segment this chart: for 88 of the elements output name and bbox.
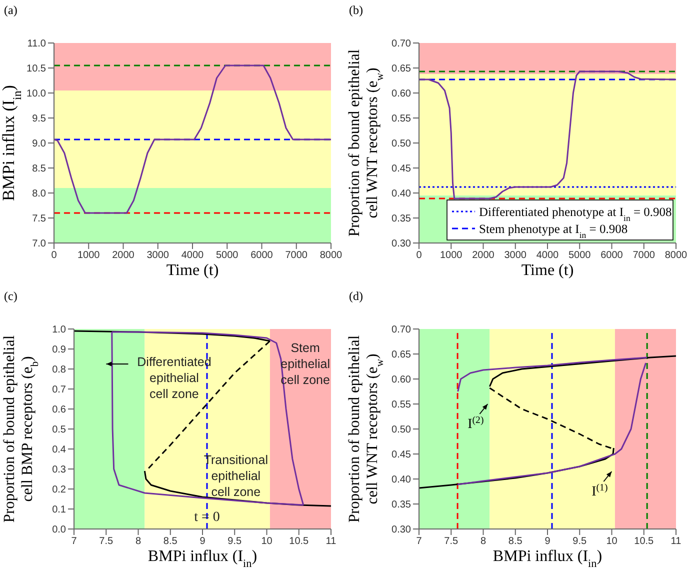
x-tick-label: 8 [135,536,142,547]
y-tick-label: 0.45 [392,164,412,175]
y-tick-label: 8.0 [32,188,46,200]
y-tick-label: 0.45 [392,449,412,460]
x-tick-label: 7 [416,536,422,547]
annotation: Transitional epithelial cell zone [204,452,268,498]
x-tick-label: 7000 [285,250,308,262]
x-tick-label: 0 [416,250,422,262]
x-tick-label: 2000 [112,250,135,262]
annotation: I$^{(2)}$ [468,414,484,432]
chart-title: (a) [4,3,18,17]
x-tick-label: 11 [326,536,337,547]
y-tick-label: 8.5 [32,164,46,175]
chart-title: (c) [4,288,18,302]
y-tick-label: 0.40 [392,188,412,200]
y-tick-label: 10.0 [26,88,46,100]
y-tick-label: 0.50 [392,424,412,436]
x-tick-label: 3000 [146,250,170,262]
x-tick-label: 5000 [216,250,239,262]
x-tick-label: 8000 [320,250,343,262]
y-tick-label: 0.50 [392,138,412,150]
x-tick-label: 7.5 [99,536,114,547]
y-tick-label: 0.7 [52,384,66,396]
y-tick-label: 7.5 [32,214,46,225]
y-tick-label: 0.55 [392,399,412,410]
x-tick-label: 6000 [600,250,624,262]
x-axis-title: Time (t) [166,262,219,279]
x-tick-label: 3000 [504,250,527,262]
y-tick-label: 0.6 [52,404,66,416]
x-tick-label: 4000 [181,250,204,262]
x-tick-label: 5000 [568,250,592,262]
x-axis-title: Time (t) [521,262,574,279]
y-tick-label: 0.3 [52,464,66,476]
x-tick-label: 10 [261,536,273,547]
x-tick-label: 9 [544,536,551,547]
y-tick-label: 0.30 [392,524,412,536]
y-tick-label: 0.2 [52,484,66,496]
y-tick-label: 0.0 [52,524,66,536]
y-tick-label: 9.0 [32,138,46,150]
x-tick-label: 10 [606,536,618,547]
y-tick-label: 0.55 [392,114,412,125]
y-tick-label: 0.65 [392,349,412,360]
x-tick-label: 6000 [250,250,274,262]
x-tick-label: 0 [51,250,58,262]
annotation: Differentiated epithelial cell zone [137,354,212,400]
y-tick-label: 0.35 [392,499,412,510]
x-tick-label: 10.5 [634,536,654,547]
y-tick-label: 0.1 [52,504,66,516]
legend-label: Stem phenotype at I$_{in}$ = 0.908 [479,222,628,240]
y-tick-label: 0.65 [392,64,412,75]
y-tick-label: 0.40 [392,474,412,486]
legend-label: Differentiated phenotype at I$_{in}$ = 0.908 [479,205,672,223]
y-tick-label: 0.70 [392,324,412,336]
y-tick-label: 0.30 [392,238,412,250]
x-tick-label: 9.5 [572,536,588,547]
x-tick-label: 9 [200,536,206,547]
y-tick-label: 0.8 [52,364,66,376]
x-tick-label: 8.5 [508,536,523,547]
x-tick-label: 7.5 [444,536,459,547]
y-tick-label: 0.4 [52,444,66,456]
x-tick-label: 1000 [78,250,100,262]
y-tick-label: 9.5 [32,114,46,125]
chart-title: (b) [349,3,363,17]
x-tick-label: 10.5 [289,536,310,547]
x-tick-label: 7 [71,536,78,547]
x-tick-label: 1000 [440,250,463,262]
x-axis-title: BMPi influx (I$_{in}$) [148,548,258,570]
annotation: I$^{(1)}$ [592,482,608,499]
y-tick-label: 0.35 [392,214,412,225]
x-tick-label: 2000 [472,250,495,262]
x-tick-label: 8000 [664,250,688,262]
chart-title: (d) [349,288,363,302]
y-tick-label: 0.70 [392,38,412,50]
y-tick-label: 7.0 [32,238,46,250]
y-tick-label: 0.60 [392,88,412,100]
x-tick-label: 11 [670,536,682,547]
x-tick-label: 8 [480,536,486,547]
y-tick-label: 0.5 [52,424,66,436]
y-tick-label: 0.9 [52,344,66,356]
x-tick-label: 4000 [536,250,560,262]
x-axis-title: BMPi influx (I$_{in}$) [492,548,602,570]
x-tick-label: 9.5 [228,536,242,547]
x-tick-label: 8.5 [163,536,178,547]
y-tick-label: 11.0 [27,38,46,50]
y-tick-label: 10.5 [26,64,46,75]
x-tick-label: 7000 [632,250,656,262]
y-tick-label: 0.60 [392,374,412,386]
y-tick-label: 1.0 [52,324,66,336]
